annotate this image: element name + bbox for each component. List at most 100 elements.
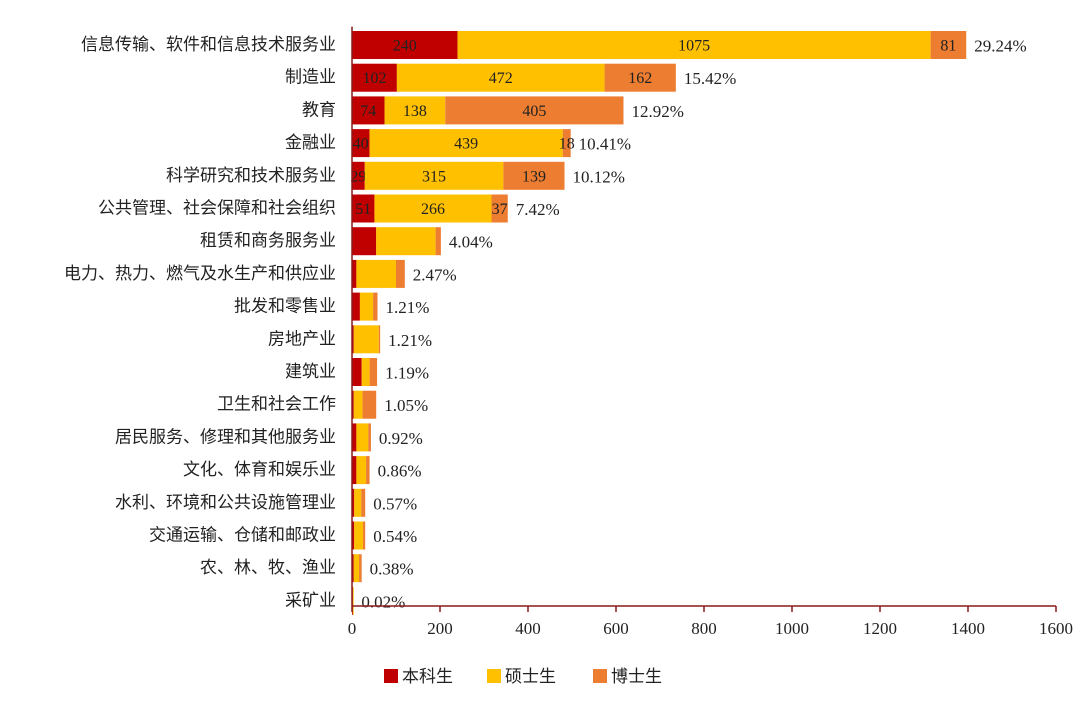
data-label: 29 xyxy=(350,168,366,185)
bar-segment-phd xyxy=(373,292,378,321)
bar-segment-undergrad xyxy=(352,390,354,419)
percentage-label: 0.86% xyxy=(378,462,422,481)
bar-segment-master xyxy=(361,358,370,386)
bar-segment-undergrad xyxy=(352,129,370,158)
x-tick-label: 1400 xyxy=(951,619,985,638)
category-label: 批发和零售业 xyxy=(234,297,336,317)
bar-segment-phd xyxy=(369,358,378,386)
bar-segment-phd xyxy=(366,456,370,485)
x-tick-label: 1000 xyxy=(775,619,809,638)
bar-segment-phd xyxy=(562,129,571,158)
percentage-label: 1.05% xyxy=(384,396,428,415)
bar-segment-master xyxy=(353,390,363,419)
data-label: 51 xyxy=(355,201,371,218)
bar-segment-undergrad xyxy=(352,31,458,59)
data-label: 40 xyxy=(353,136,369,153)
bar-segment-master xyxy=(354,521,363,550)
category-label: 科学研究和技术服务业 xyxy=(166,166,336,186)
bar-segment-undergrad xyxy=(352,423,357,452)
bar-segment-master xyxy=(376,227,436,256)
percentage-label: 0.57% xyxy=(373,494,417,513)
category-label: 居民服务、修理和其他服务业 xyxy=(115,427,336,447)
x-tick-label: 800 xyxy=(691,619,717,638)
bar-segment-phd xyxy=(396,259,405,288)
bar-segment-phd xyxy=(503,161,565,190)
data-label: 81 xyxy=(940,38,956,55)
category-label: 电力、热力、燃气及水生产和供应业 xyxy=(64,264,336,284)
bar-segment-undergrad xyxy=(352,554,354,583)
bar-segment-master xyxy=(356,456,367,485)
percentage-label: 7.42% xyxy=(516,200,560,219)
bar-segment-master xyxy=(354,488,362,517)
category-label: 房地产业 xyxy=(268,329,336,349)
percentage-label: 0.92% xyxy=(379,429,423,448)
bar-segment-phd xyxy=(930,31,967,59)
data-label: 74 xyxy=(360,103,376,120)
x-tick-label: 1200 xyxy=(863,619,897,638)
category-label: 采矿业 xyxy=(285,591,336,611)
bar-segment-master xyxy=(352,586,354,615)
percentage-label: 0.54% xyxy=(373,527,417,546)
data-label: 139 xyxy=(522,168,546,185)
data-label: 315 xyxy=(422,168,446,185)
percentage-label: 4.04% xyxy=(449,233,493,252)
bar-segment-undergrad xyxy=(352,325,354,354)
percentage-label: 0.38% xyxy=(370,560,414,579)
bar-segment-phd xyxy=(363,521,366,550)
bar-segment-undergrad xyxy=(352,358,362,386)
category-label: 教育 xyxy=(302,100,336,120)
bar-segment-master xyxy=(396,63,605,92)
bar-segment-master xyxy=(457,31,931,59)
bar-segment-master xyxy=(364,161,504,190)
percentage-label: 1.19% xyxy=(385,364,429,383)
x-tick-label: 400 xyxy=(515,619,541,638)
percentage-label: 29.24% xyxy=(974,37,1026,56)
percentage-label: 1.21% xyxy=(388,331,432,350)
bar-segment-undergrad xyxy=(352,63,397,92)
legend-swatch-phd xyxy=(593,669,607,683)
percentage-label: 0.02% xyxy=(361,592,405,611)
legend-swatch-master xyxy=(487,669,501,683)
category-label: 农、林、牧、渔业 xyxy=(200,558,336,578)
legend-swatch-undergrad xyxy=(384,669,398,683)
bar-segment-phd xyxy=(362,390,377,419)
data-label: 162 xyxy=(628,70,652,87)
bar-segment-undergrad xyxy=(352,227,377,256)
percentage-label: 1.21% xyxy=(386,298,430,317)
bar-segment-undergrad xyxy=(352,488,355,517)
bar-segment-master xyxy=(353,554,360,583)
data-label: 102 xyxy=(362,70,386,87)
data-label: 138 xyxy=(403,103,427,120)
category-label: 信息传输、软件和信息技术服务业 xyxy=(81,35,336,55)
percentage-label: 2.47% xyxy=(413,265,457,284)
bar-segment-master xyxy=(374,194,492,223)
category-label: 租赁和商务服务业 xyxy=(200,231,336,251)
percentage-label: 10.41% xyxy=(579,135,631,154)
bar-segment-undergrad xyxy=(352,194,375,223)
percentage-label: 12.92% xyxy=(631,102,683,121)
category-label: 制造业 xyxy=(285,68,336,88)
category-label: 建筑业 xyxy=(285,362,336,382)
bar-segment-phd xyxy=(445,96,624,125)
category-label: 水利、环境和公共设施管理业 xyxy=(115,493,336,513)
x-tick-label: 200 xyxy=(427,619,453,638)
x-tick-label: 1600 xyxy=(1039,619,1073,638)
bar-segment-undergrad xyxy=(352,521,355,550)
bar-segment-phd xyxy=(378,325,381,354)
bar-segment-undergrad xyxy=(352,96,385,125)
bar-segment-master xyxy=(356,423,369,452)
bar-segment-master xyxy=(369,129,563,158)
bar-segment-phd xyxy=(359,554,362,583)
data-label: 439 xyxy=(454,136,478,153)
category-label: 公共管理、社会保障和社会组织 xyxy=(98,199,336,219)
bar-segment-phd xyxy=(435,227,441,256)
bar-segment-master xyxy=(384,96,446,125)
bar-segment-phd xyxy=(491,194,508,223)
data-label: 266 xyxy=(421,201,445,218)
data-label: 240 xyxy=(393,38,417,55)
bar-segment-master xyxy=(359,292,374,321)
category-label: 交通运输、仓储和邮政业 xyxy=(149,526,336,546)
data-label: 1075 xyxy=(678,38,710,55)
